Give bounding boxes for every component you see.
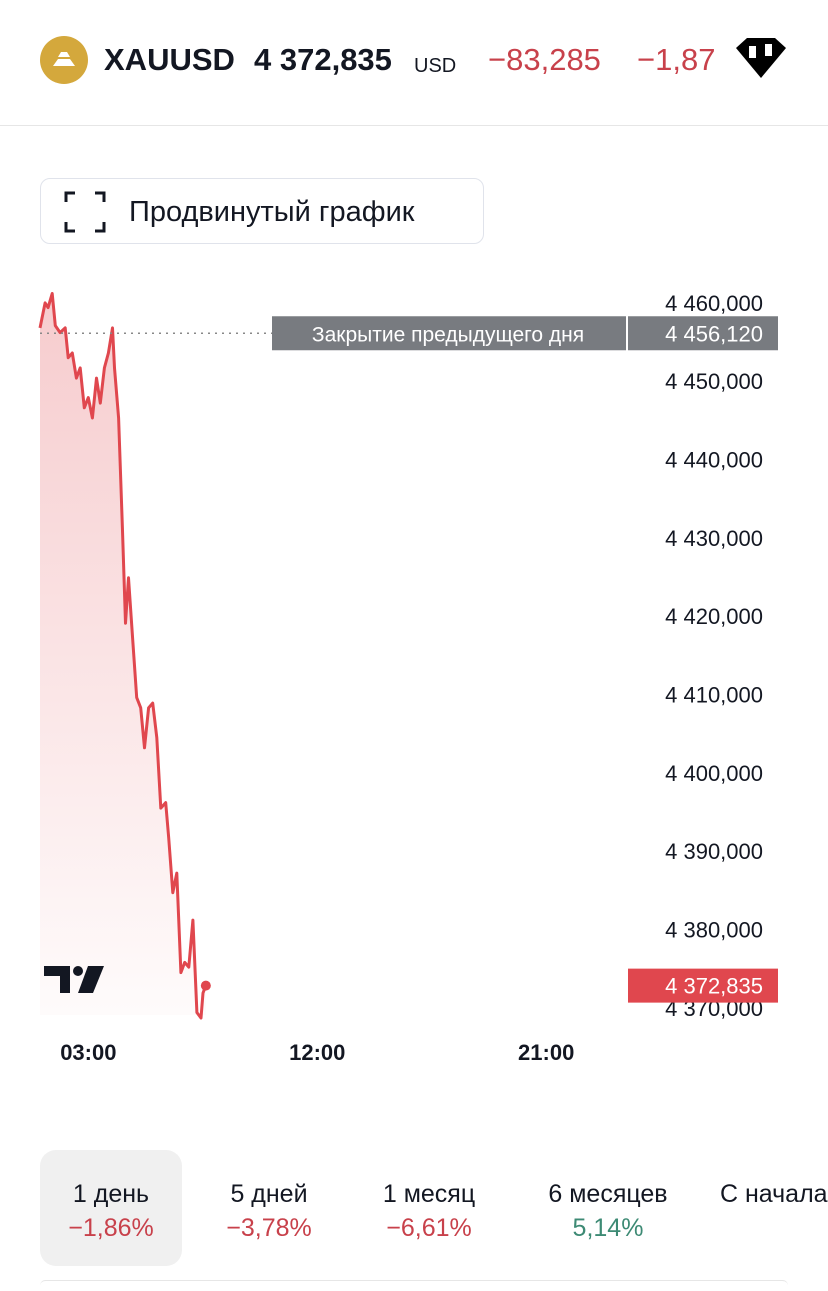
tab-label: 5 дней [230, 1180, 308, 1208]
y-tick-label: 4 440,000 [665, 448, 763, 473]
tab-label: 6 месяцев [548, 1180, 668, 1208]
chart-icon[interactable] [734, 36, 788, 86]
bottom-edge [40, 1280, 788, 1291]
symbol: XAUUSD [104, 42, 235, 77]
tab-label: С начала года [720, 1180, 828, 1208]
x-tick-label: 21:00 [518, 1040, 574, 1065]
prev-close-value-box [628, 316, 778, 351]
last-price-box [628, 968, 778, 1003]
range-tabs: 1 день −1,86% 5 дней −3,78% 1 месяц −6,61% 6 м… [40, 1150, 828, 1270]
range-tab[interactable]: 1 месяц −6,61% [358, 1150, 500, 1266]
advanced-chart-button[interactable]: Продвинутый график [40, 178, 484, 244]
tradingview-logo [44, 966, 104, 993]
tab-change: 5,14% [572, 1214, 644, 1242]
y-tick-label: 4 450,000 [665, 369, 763, 394]
price-line [38, 292, 208, 1020]
prev-close-value: 4 456,120 [665, 321, 763, 346]
currency: USD [414, 55, 457, 77]
button-label: Продвинутый график [129, 196, 415, 228]
y-tick-label: 4 460,000 [665, 291, 763, 316]
prev-close-text: Закрытие предыдущего дня [312, 323, 584, 346]
y-tick-label: 4 430,000 [665, 526, 763, 551]
change-percent: −1,87 [637, 42, 716, 77]
last-price-label: 4 372,835 [665, 974, 763, 999]
change: −83,285 [488, 42, 601, 77]
x-tick-label: 12:00 [289, 1040, 345, 1065]
y-tick-label: 4 380,000 [665, 918, 763, 943]
tab-label: 1 день [72, 1180, 150, 1208]
y-tick-label: 4 390,000 [665, 839, 763, 864]
y-tick-label: 4 420,000 [665, 604, 763, 629]
price: 4 372,835 [254, 42, 392, 77]
header: XAUUSD 4 372,835 USD −83,285 −1,87 [0, 0, 828, 126]
tab-change: −1,86% [68, 1214, 154, 1242]
x-tick-label: 03:00 [60, 1040, 116, 1065]
prev-close-box [272, 316, 626, 351]
tab-label: 1 месяц [382, 1180, 476, 1208]
expand-icon [64, 191, 106, 233]
tab-change: −6,61% [386, 1214, 472, 1242]
range-tab[interactable]: 1 день −1,86% [40, 1150, 182, 1266]
gold-icon [40, 36, 88, 84]
area-fill [40, 293, 206, 1018]
tab-change: −3,78% [226, 1214, 312, 1242]
range-tab[interactable]: С начала года [720, 1150, 828, 1266]
range-tab[interactable]: 5 дней −3,78% [198, 1150, 340, 1266]
y-tick-label: 4 410,000 [665, 683, 763, 708]
y-tick-label: 4 400,000 [665, 761, 763, 786]
range-tab[interactable]: 6 месяцев 5,14% [518, 1150, 698, 1266]
last-point [200, 980, 211, 991]
